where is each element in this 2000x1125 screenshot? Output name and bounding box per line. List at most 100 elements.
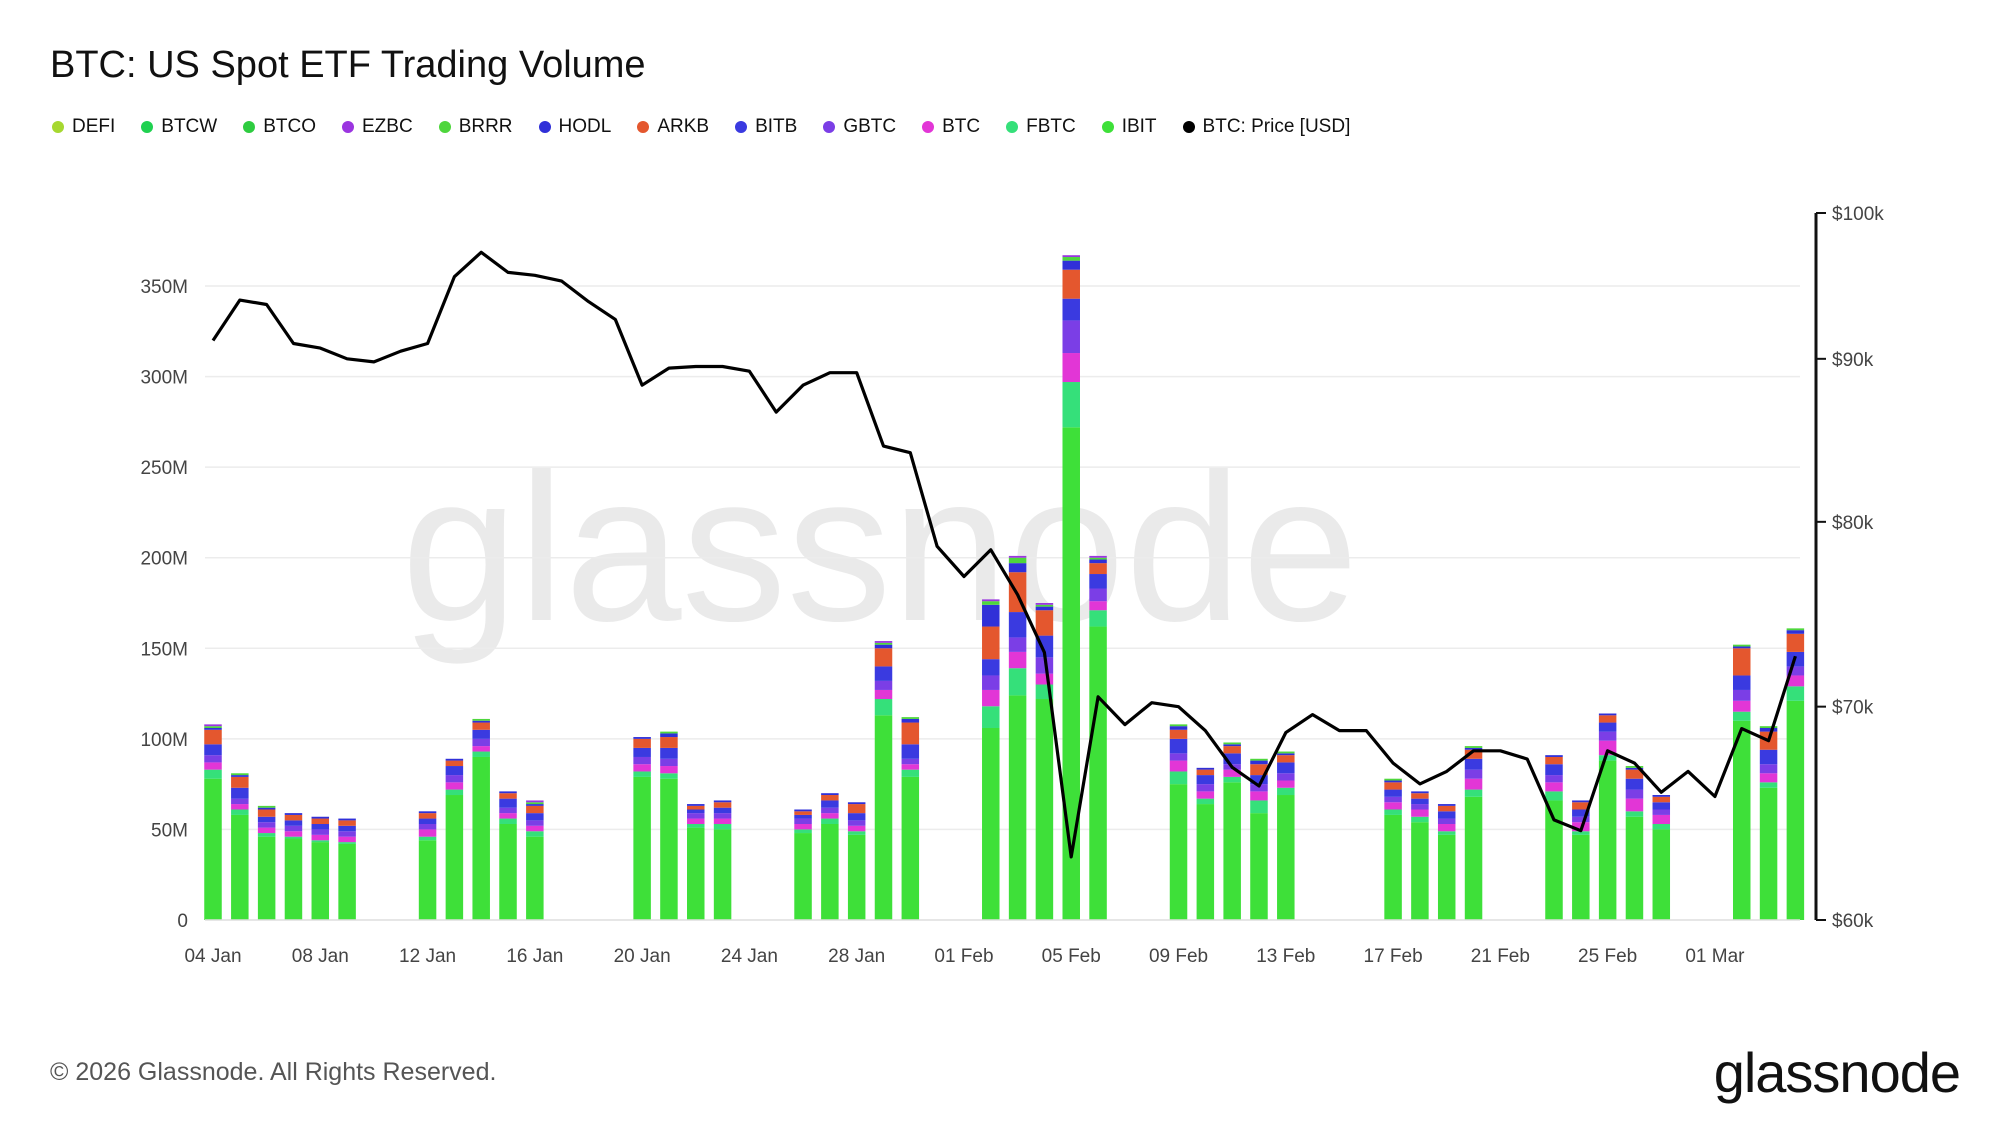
bar-segment-brrr[interactable] [874,642,893,645]
legend-item-arkb[interactable]: ARKB [637,116,709,138]
bar-segment-hodl[interactable] [472,720,490,723]
bar-segment-ibit[interactable] [1223,782,1241,920]
bar-segment-bitb[interactable] [874,666,893,681]
bar-segment-fbtc[interactable] [231,809,249,815]
bar-segment-bitb[interactable] [499,798,517,808]
bar-segment-hodl[interactable] [874,644,893,649]
bar-segment-bitb[interactable] [1196,775,1215,785]
bar-segment-arkb[interactable] [1786,633,1805,652]
bar-segment-fbtc[interactable] [1250,800,1268,814]
bar-segment-ibit[interactable] [311,842,330,920]
bar-segment-btc[interactable] [1196,791,1215,799]
bar-segment-btc[interactable] [821,813,839,819]
bar-segment-arkb[interactable] [1035,610,1054,636]
bar-segment-gbtc[interactable] [1035,657,1054,674]
bar-segment-bitb[interactable] [418,818,437,824]
bar-segment-hodl[interactable] [1062,260,1080,270]
bar-segment-bitb[interactable] [633,747,651,757]
bar-segment-fbtc[interactable] [1089,610,1107,627]
bar-segment-fbtc[interactable] [204,769,222,779]
bar-segment-hodl[interactable] [1277,753,1295,756]
bar-segment-ezbc[interactable] [526,800,544,803]
bar-segment-bitb[interactable] [660,747,678,759]
bar-segment-bitb[interactable] [1169,738,1188,754]
bar-segment-gbtc[interactable] [1572,816,1590,823]
bar-segment-ibit[interactable] [472,756,490,920]
bar-segment-btc[interactable] [1008,651,1027,669]
bar-segment-bitb[interactable] [311,823,330,830]
bar-segment-hodl[interactable] [1572,800,1590,803]
bar-segment-btc[interactable] [794,823,812,830]
bar-segment-brrr[interactable] [1625,766,1644,768]
bar-segment-gbtc[interactable] [713,813,732,819]
bar-segment-btc[interactable] [847,825,866,832]
bar-segment-bitb[interactable] [1598,722,1617,732]
bar-segment-ibit[interactable] [874,715,893,920]
bar-segment-fbtc[interactable] [499,818,517,824]
bar-segment-btc[interactable] [1277,780,1295,788]
bar-segment-brrr[interactable] [1384,778,1402,781]
bar-segment-fbtc[interactable] [1464,789,1483,797]
bar-segment-hodl[interactable] [311,816,330,819]
bar-segment-ibit[interactable] [633,776,651,920]
bar-segment-fbtc[interactable] [982,706,1000,728]
bar-segment-bitb[interactable] [847,813,866,821]
bar-segment-btc[interactable] [1411,809,1429,817]
bar-segment-ibit[interactable] [1035,699,1054,920]
bar-segment-gbtc[interactable] [526,820,544,826]
bar-segment-arkb[interactable] [982,626,1000,660]
bar-segment-btc[interactable] [1384,802,1402,810]
bar-segment-bitb[interactable] [1411,798,1429,805]
bar-segment-btc[interactable] [284,831,303,837]
bar-segment-arkb[interactable] [1598,715,1617,723]
bar-segment-ezbc[interactable] [1008,555,1027,558]
bar-segment-btc[interactable] [1786,675,1805,687]
bar-segment-gbtc[interactable] [660,758,678,767]
bar-segment-bitb[interactable] [794,814,812,819]
bar-segment-bitb[interactable] [204,744,222,756]
bar-segment-btc[interactable] [257,827,276,834]
bar-segment-fbtc[interactable] [1437,831,1456,835]
bar-segment-ibit[interactable] [713,829,732,920]
bar-segment-bitb[interactable] [1250,775,1268,785]
bar-segment-brrr[interactable] [231,773,249,776]
bar-segment-btc[interactable] [204,762,222,770]
bar-segment-gbtc[interactable] [445,775,464,783]
bar-segment-hodl[interactable] [1008,563,1027,573]
bar-segment-gbtc[interactable] [1732,689,1751,701]
bar-segment-arkb[interactable] [1062,269,1080,299]
bar-segment-brrr[interactable] [1089,557,1107,560]
bar-segment-arkb[interactable] [660,737,678,748]
bar-segment-gbtc[interactable] [1384,796,1402,803]
bar-segment-gbtc[interactable] [1598,731,1617,741]
bar-segment-bitb[interactable] [1008,612,1027,638]
bar-segment-fbtc[interactable] [472,751,490,757]
bar-segment-ibit[interactable] [1384,814,1402,920]
bar-segment-hodl[interactable] [1250,760,1268,765]
bar-segment-gbtc[interactable] [472,738,490,747]
bar-segment-arkb[interactable] [1464,749,1483,759]
bar-segment-fbtc[interactable] [1277,787,1295,796]
bar-segment-arkb[interactable] [1652,796,1671,803]
bar-segment-bitb[interactable] [1625,778,1644,790]
bar-segment-ibit[interactable] [1437,834,1456,920]
bar-segment-arkb[interactable] [311,818,330,824]
bar-segment-btc[interactable] [1759,773,1778,783]
bar-segment-ibit[interactable] [257,836,276,920]
bar-segment-hodl[interactable] [1411,791,1429,794]
bar-segment-arkb[interactable] [821,795,839,801]
bar-segment-arkb[interactable] [1277,755,1295,763]
bar-segment-btc[interactable] [982,689,1000,707]
bar-segment-gbtc[interactable] [901,758,920,765]
legend-item-brrr[interactable]: BRRR [438,116,513,138]
bar-segment-hodl[interactable] [847,802,866,805]
bar-segment-fbtc[interactable] [1169,771,1188,785]
bar-segment-btc[interactable] [1464,778,1483,790]
bar-segment-ibit[interactable] [1277,795,1295,920]
bar-segment-bitb[interactable] [1545,764,1563,776]
bar-segment-ibit[interactable] [687,827,705,920]
bar-segment-gbtc[interactable] [1545,775,1563,783]
bar-segment-ibit[interactable] [1572,834,1590,920]
bar-segment-btc[interactable] [526,825,544,832]
bar-segment-bitb[interactable] [901,744,920,759]
